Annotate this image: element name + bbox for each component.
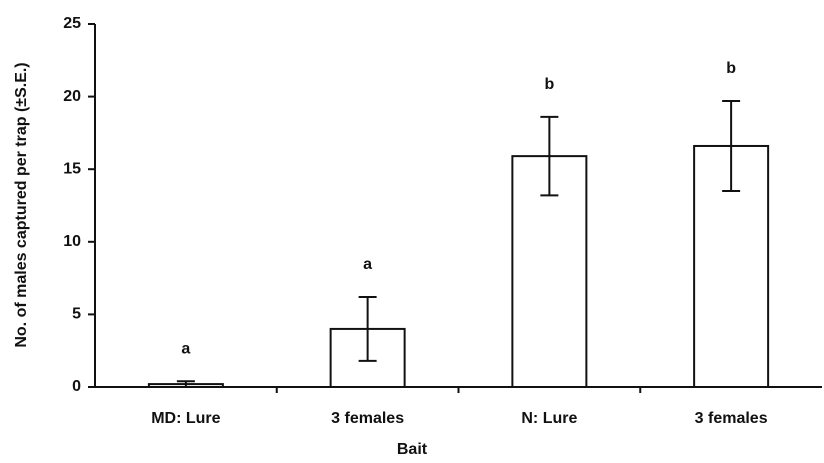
significance-letter: a	[363, 256, 372, 273]
x-tick-label: MD: Lure	[151, 410, 220, 427]
x-tick-label: 3 females	[695, 410, 768, 427]
error-bar	[722, 99, 741, 192]
y-tick-label: 10	[63, 233, 81, 250]
y-tick-label: 20	[63, 88, 81, 105]
y-tick-label: 25	[63, 15, 81, 32]
y-tick-label: 5	[72, 306, 81, 323]
error-bar	[540, 115, 559, 197]
x-axis-label: Bait	[397, 441, 428, 458]
y-tick-label: 15	[63, 160, 81, 177]
y-axis-label: No. of males captured per trap (±S.E.)	[13, 62, 30, 347]
x-tick-label: 3 females	[331, 410, 404, 427]
significance-letter: a	[181, 340, 190, 357]
error-bar	[358, 295, 377, 362]
x-tick-label: N: Lure	[521, 410, 577, 427]
y-tick-label: 0	[72, 378, 81, 395]
significance-letter: b	[544, 76, 554, 93]
significance-letter: b	[726, 60, 736, 77]
